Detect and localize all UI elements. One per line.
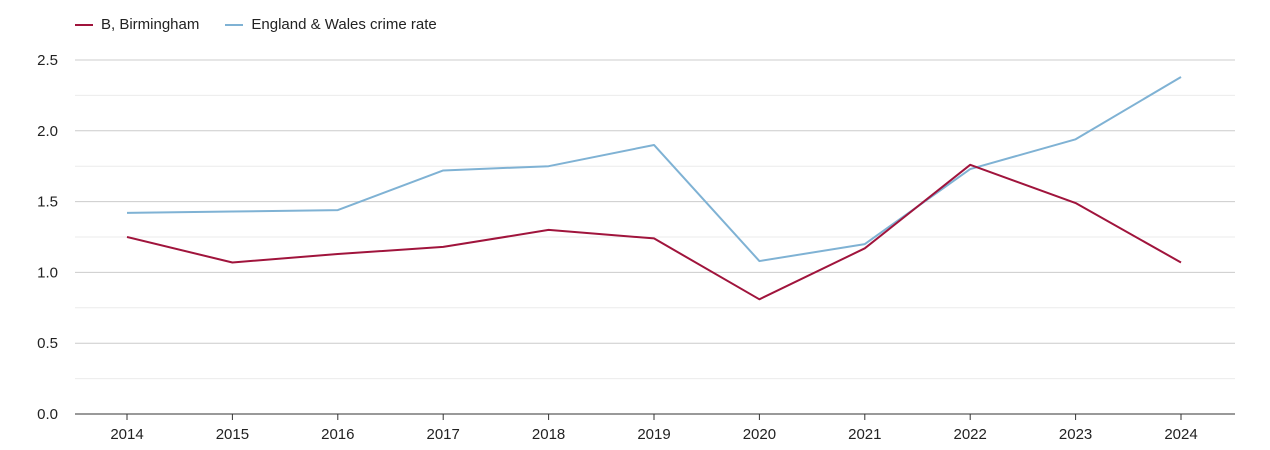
legend-swatch-birmingham — [75, 23, 93, 26]
chart-legend: B, Birmingham England & Wales crime rate — [75, 16, 437, 33]
x-tick-label: 2014 — [110, 426, 143, 443]
x-tick-label: 2022 — [954, 426, 987, 443]
legend-item-england-wales[interactable]: England & Wales crime rate — [225, 16, 437, 33]
y-tick-label: 0.5 — [37, 335, 58, 352]
y-tick-label: 0.0 — [37, 406, 58, 423]
x-tick-label: 2020 — [743, 426, 776, 443]
y-tick-label: 1.0 — [37, 264, 58, 281]
legend-label-birmingham: B, Birmingham — [101, 16, 200, 33]
x-tick-label: 2018 — [532, 426, 565, 443]
x-tick-label: 2019 — [637, 426, 670, 443]
series-line-birmingham — [126, 163, 1182, 301]
y-tick-label: 2.5 — [37, 52, 58, 69]
x-tick-label: 2023 — [1059, 426, 1092, 443]
x-tick-label: 2024 — [1164, 426, 1197, 443]
legend-swatch-england-wales — [225, 23, 244, 26]
legend-item-birmingham[interactable]: B, Birmingham — [75, 16, 199, 33]
x-tick-label: 2016 — [321, 426, 354, 443]
legend-label-england-wales: England & Wales crime rate — [251, 16, 437, 33]
x-tick-label: 2017 — [427, 426, 460, 443]
y-tick-label: 2.0 — [37, 123, 58, 140]
series-line-england-wales — [126, 76, 1182, 263]
x-tick-label: 2015 — [216, 426, 249, 443]
y-tick-label: 1.5 — [37, 194, 58, 211]
x-tick-label: 2021 — [848, 426, 881, 443]
